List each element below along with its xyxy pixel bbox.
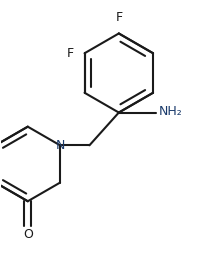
- Text: F: F: [115, 11, 122, 24]
- Text: F: F: [67, 47, 74, 60]
- Text: N: N: [55, 139, 65, 152]
- Text: O: O: [23, 228, 33, 241]
- Text: NH₂: NH₂: [158, 105, 182, 118]
